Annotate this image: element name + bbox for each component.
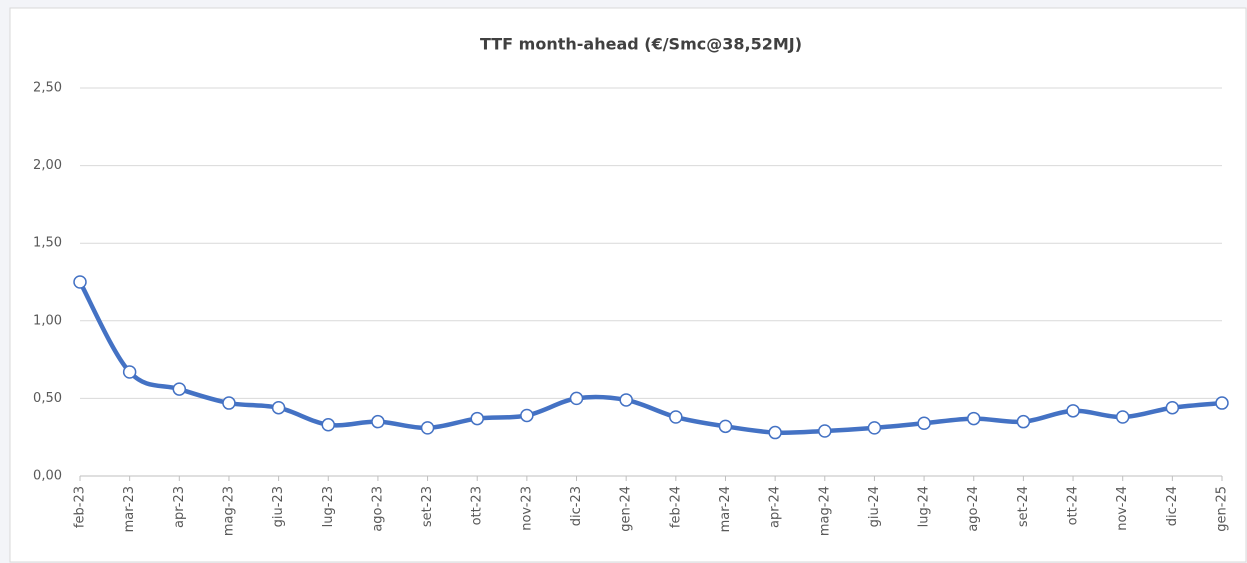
data-point <box>470 411 484 426</box>
x-tick-label: feb-24 <box>668 486 683 528</box>
x-tick-label: gen-25 <box>1215 486 1230 532</box>
x-tick-label: gen-24 <box>619 486 634 532</box>
x-tick-label: apr-24 <box>768 486 783 528</box>
x-tick-label: dic-23 <box>569 486 584 526</box>
data-point <box>818 424 832 438</box>
x-tick-label: feb-23 <box>73 486 88 528</box>
data-point <box>1115 410 1130 424</box>
y-tick-label: 0,00 <box>33 469 62 484</box>
x-tick-label: giu-23 <box>271 486 286 527</box>
data-point <box>1016 414 1031 429</box>
x-tick-label: apr-23 <box>172 486 187 528</box>
data-point <box>768 425 782 440</box>
x-tick-label: dic-24 <box>1165 486 1180 526</box>
y-tick-label: 2,00 <box>33 158 62 173</box>
data-point <box>520 408 534 423</box>
data-point <box>172 382 187 396</box>
x-tick-label: mag-23 <box>221 486 236 536</box>
x-tick-label: ago-24 <box>966 486 981 532</box>
x-tick-label: mar-24 <box>718 486 733 532</box>
y-tick-label: 1,50 <box>33 236 62 251</box>
x-tick-label: nov-23 <box>519 486 534 531</box>
x-tick-label: ott-24 <box>1066 486 1081 525</box>
x-tick-label: mag-24 <box>817 486 832 536</box>
data-point <box>1215 396 1229 410</box>
data-point <box>1066 404 1080 418</box>
data-point <box>619 393 633 407</box>
x-tick-label: set-23 <box>420 486 435 527</box>
data-point <box>1165 400 1180 415</box>
x-tick-label: lug-24 <box>917 486 932 527</box>
x-tick-label: mar-23 <box>122 486 137 532</box>
data-point <box>73 275 87 289</box>
x-tick-label: ago-23 <box>370 486 385 532</box>
x-tick-label: giu-24 <box>867 486 882 527</box>
data-point <box>718 419 733 434</box>
y-tick-label: 0,50 <box>33 391 62 406</box>
data-point <box>669 410 683 424</box>
y-tick-label: 2,50 <box>33 81 62 96</box>
data-point <box>569 391 584 406</box>
data-point <box>222 396 236 410</box>
data-point <box>122 365 137 379</box>
chart-area <box>9 7 1247 563</box>
x-tick-label: lug-23 <box>321 486 336 527</box>
x-tick-label: nov-24 <box>1115 486 1130 531</box>
data-point <box>420 421 435 435</box>
data-point <box>966 411 981 426</box>
x-tick-label: set-24 <box>1016 486 1031 527</box>
data-point <box>271 400 286 415</box>
x-tick-label: ott-23 <box>470 486 485 525</box>
y-tick-label: 1,00 <box>33 313 62 328</box>
data-point <box>917 416 931 430</box>
chart-title: TTF month-ahead (€/Smc@38,52MJ) <box>480 35 802 54</box>
data-point <box>321 418 336 432</box>
data-point <box>371 414 385 429</box>
data-point <box>867 421 882 435</box>
